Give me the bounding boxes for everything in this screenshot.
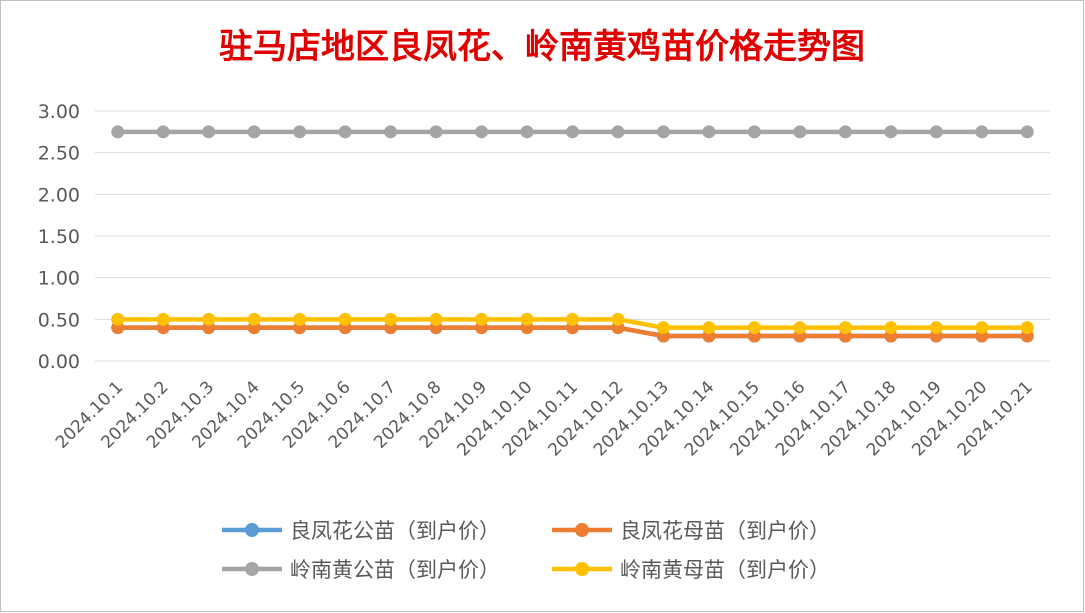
legend-item: 岭南黄母苗（到户价） [552,558,830,582]
legend-swatch-marker [245,523,259,537]
legend-item: 岭南黄公苗（到户价） [222,558,500,582]
data-point [702,125,716,139]
y-tick-label: 2.00 [38,184,80,206]
y-axis-ticks: 3.00 2.50 2.00 1.50 1.00 0.50 0.00 [38,101,80,373]
data-point [747,125,761,139]
data-point [202,312,216,326]
data-point [247,125,261,139]
y-tick-label: 3.00 [38,101,80,123]
data-point [566,125,579,139]
data-point [1020,125,1034,139]
data-point [929,125,943,139]
data-point [793,321,807,335]
data-point [338,312,352,326]
data-point [429,125,443,139]
data-point [520,125,534,139]
series-3 [111,125,1034,139]
legend-swatch-marker [245,562,259,576]
data-point [520,312,534,326]
series-layer [111,125,1034,343]
data-point [202,125,216,139]
legend-swatch-marker [575,562,589,576]
data-point [384,125,398,139]
series-4 [111,312,1034,335]
data-point [1020,321,1034,335]
legend-swatch-marker [575,523,589,537]
data-point [884,125,898,139]
y-tick-label: 0.50 [38,309,80,331]
y-tick-label: 0.00 [38,351,80,373]
data-point [975,321,989,335]
data-point [384,312,398,326]
legend-label: 良凤花公苗（到户价） [290,519,500,543]
data-point [566,312,579,326]
data-point [156,312,170,326]
data-point [611,125,625,139]
legend-item: 良凤花母苗（到户价） [552,519,830,543]
data-point [156,125,170,139]
data-point [838,125,852,139]
y-tick-label: 1.00 [38,268,80,290]
data-point [293,125,307,139]
legend-label: 岭南黄公苗（到户价） [290,558,500,582]
data-point [429,312,443,326]
data-point [656,125,670,139]
legend-label: 良凤花母苗（到户价） [620,519,830,543]
data-point [611,312,625,326]
chart-title: 驻马店地区良凤花、岭南黄鸡苗价格走势图 [219,27,865,67]
data-point [475,125,489,139]
data-point [929,321,943,335]
data-point [747,321,761,335]
data-point [475,312,489,326]
data-point [793,125,807,139]
data-point [338,125,352,139]
data-point [702,321,716,335]
legend: 良凤花公苗（到户价） 良凤花母苗（到户价） 岭南黄公苗（到户价） 岭南黄母苗（到户价） [222,519,830,582]
data-point [293,312,307,326]
data-point [975,125,989,139]
y-tick-label: 1.50 [38,226,80,248]
legend-label: 岭南黄母苗（到户价） [620,558,830,582]
data-point [838,321,852,335]
y-tick-label: 2.50 [38,143,80,165]
data-point [884,321,898,335]
data-point [111,312,125,326]
legend-item: 良凤花公苗（到户价） [222,519,500,543]
x-axis-ticks: 2024.10.12024.10.22024.10.32024.10.42024… [52,377,1037,460]
data-point [111,125,125,139]
data-point [656,321,670,335]
data-point [247,312,261,326]
